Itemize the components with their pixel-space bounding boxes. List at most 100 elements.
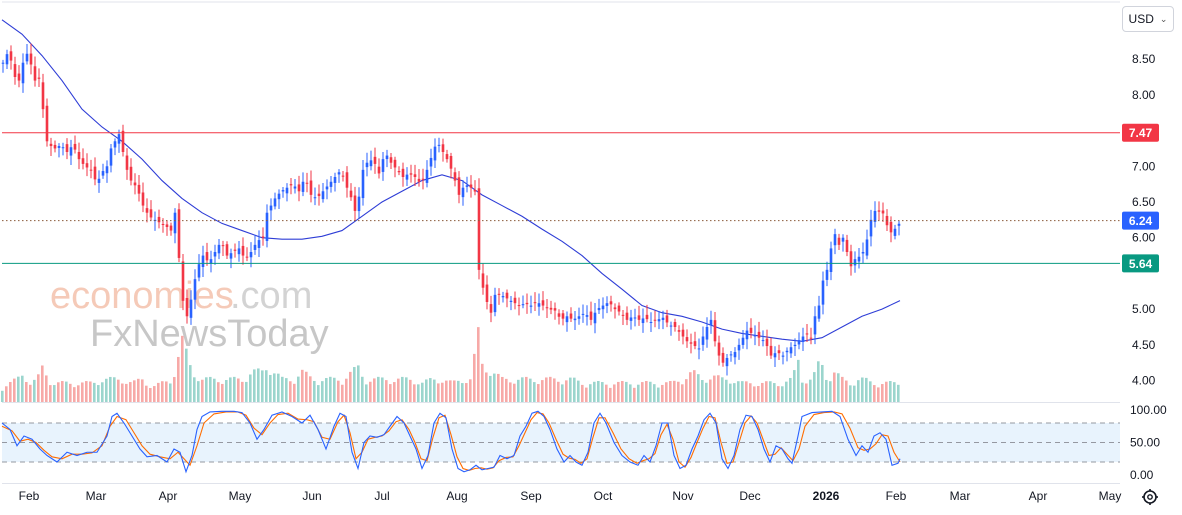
volume-bar bbox=[1, 390, 4, 402]
candle-body bbox=[5, 54, 9, 65]
candle-body bbox=[249, 252, 253, 258]
candle-body bbox=[793, 344, 797, 347]
candle-body bbox=[741, 337, 745, 345]
candle-body bbox=[297, 184, 301, 192]
volume-bar bbox=[17, 376, 20, 402]
candle-body bbox=[125, 155, 129, 170]
candle-body bbox=[693, 341, 697, 347]
volume-bar bbox=[465, 383, 468, 402]
volume-bar bbox=[561, 384, 564, 402]
time-tick-label: May bbox=[229, 489, 252, 503]
candle-body bbox=[493, 294, 497, 313]
candle-body bbox=[325, 186, 329, 190]
candle-body bbox=[241, 245, 245, 256]
candle-body bbox=[289, 184, 293, 186]
candle-body bbox=[65, 144, 69, 152]
candle-body bbox=[177, 209, 181, 258]
volume-bar bbox=[97, 385, 100, 402]
volume-bar bbox=[753, 386, 756, 402]
candle-body bbox=[257, 240, 261, 248]
volume-bar bbox=[509, 382, 512, 402]
price-tick-label: 6.00 bbox=[1132, 231, 1156, 245]
candle-body bbox=[49, 143, 53, 147]
candle-body bbox=[101, 171, 105, 176]
volume-bar bbox=[333, 377, 336, 402]
candle-body bbox=[873, 210, 877, 222]
volume-bar bbox=[85, 381, 88, 402]
candle-body bbox=[809, 337, 813, 339]
volume-bar bbox=[765, 381, 768, 402]
volume-bar bbox=[865, 377, 868, 402]
volume-bar bbox=[365, 384, 368, 402]
candle-body bbox=[573, 318, 577, 321]
volume-bar bbox=[837, 373, 840, 402]
volume-layer bbox=[1, 327, 900, 402]
candle-body bbox=[789, 347, 793, 354]
candle-body bbox=[309, 180, 313, 195]
volume-bar bbox=[109, 376, 112, 402]
candle-body bbox=[45, 105, 49, 142]
volume-bar bbox=[113, 377, 116, 402]
candle-body bbox=[745, 330, 749, 340]
candle-body bbox=[329, 181, 333, 187]
candle-body bbox=[609, 301, 613, 305]
volume-bar bbox=[317, 385, 320, 402]
time-tick-label: Jul bbox=[374, 489, 389, 503]
volume-bar bbox=[281, 376, 284, 402]
candle-body bbox=[497, 293, 501, 295]
volume-bar bbox=[321, 381, 324, 402]
volume-bar bbox=[137, 378, 140, 402]
candle-body bbox=[773, 353, 777, 358]
candle-body bbox=[169, 225, 173, 231]
candle-body bbox=[725, 357, 729, 367]
time-tick-label: Aug bbox=[446, 489, 467, 503]
candle-body bbox=[673, 322, 677, 327]
volume-bar bbox=[517, 379, 520, 402]
volume-bar bbox=[605, 384, 608, 402]
time-tick-label: Mar bbox=[950, 489, 971, 503]
candle-body bbox=[353, 195, 357, 211]
volume-bar bbox=[725, 379, 728, 402]
candle-body bbox=[121, 130, 125, 152]
volume-bar bbox=[849, 385, 852, 402]
candle-body bbox=[629, 317, 633, 321]
candle-body bbox=[373, 156, 377, 164]
volume-bar bbox=[373, 378, 376, 402]
candle-body bbox=[657, 319, 661, 322]
volume-bar bbox=[425, 379, 428, 402]
volume-bar bbox=[749, 383, 752, 402]
volume-bar bbox=[489, 375, 492, 402]
volume-bar bbox=[889, 381, 892, 402]
volume-bar bbox=[529, 378, 532, 402]
candle-body bbox=[469, 184, 473, 188]
gear-icon[interactable] bbox=[1141, 488, 1159, 506]
candle-body bbox=[717, 342, 721, 356]
candle-body bbox=[221, 245, 225, 247]
volume-bar bbox=[853, 385, 856, 402]
volume-bar bbox=[185, 348, 188, 402]
volume-bar bbox=[57, 382, 60, 402]
time-tick-label: Jun bbox=[302, 489, 321, 503]
candle-body bbox=[677, 330, 681, 332]
candle-body bbox=[765, 338, 769, 347]
watermark: economies .com FxNewsToday bbox=[50, 275, 329, 355]
currency-dropdown[interactable]: USD ⌄ bbox=[1122, 6, 1174, 32]
volume-bar bbox=[261, 370, 264, 402]
candle-body bbox=[337, 172, 341, 175]
volume-bar bbox=[461, 383, 464, 402]
volume-bar bbox=[789, 377, 792, 402]
volume-bar bbox=[841, 376, 844, 402]
volume-bar bbox=[369, 381, 372, 402]
volume-bar bbox=[269, 374, 272, 402]
volume-bar bbox=[845, 380, 848, 402]
time-axis: Feb Mar Apr May Jun Jul Aug Sep Oct Nov Dec 2026 Feb… bbox=[19, 489, 1122, 503]
time-tick-label: Feb bbox=[886, 489, 907, 503]
candle-body bbox=[277, 193, 281, 200]
volume-bar bbox=[629, 384, 632, 402]
candle-body bbox=[757, 331, 761, 338]
volume-bar bbox=[393, 382, 396, 402]
candle-body bbox=[381, 159, 385, 172]
candle-body bbox=[13, 64, 17, 77]
volume-bar bbox=[177, 356, 180, 402]
